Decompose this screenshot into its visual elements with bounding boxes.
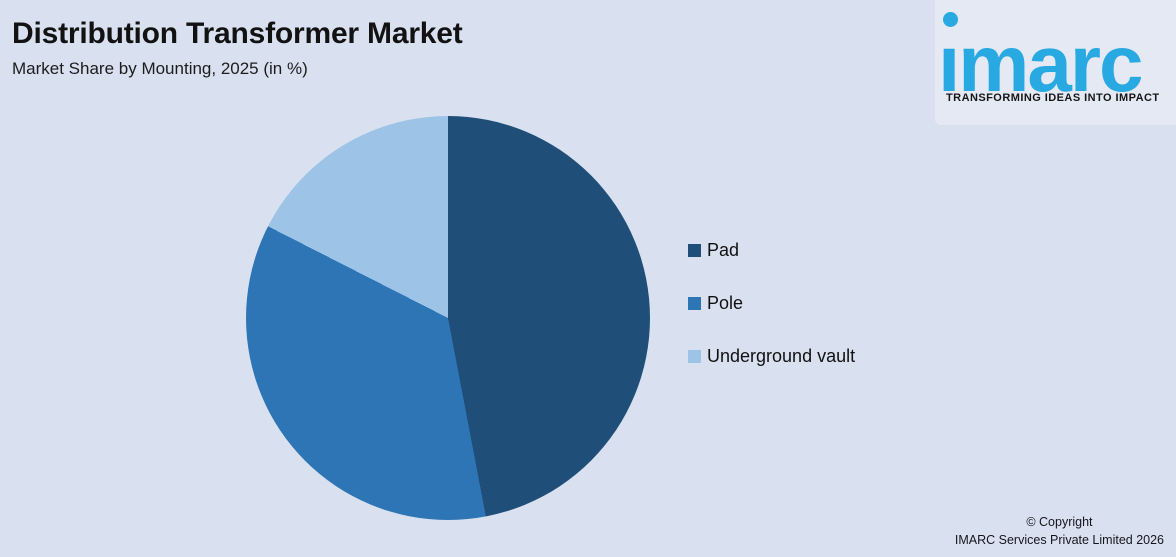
chart-legend: Pad Pole Underground vault: [688, 239, 855, 398]
legend-item-underground-vault: Underground vault: [688, 345, 855, 367]
imarc-logo-wordmark: ımarc: [938, 19, 1143, 108]
imarc-logo-tagline: TRANSFORMING IDEAS INTO IMPACT: [946, 92, 1160, 104]
imarc-logo-dot-icon: [943, 12, 958, 27]
legend-item-pole: Pole: [688, 292, 855, 314]
legend-label-pad: Pad: [707, 239, 740, 260]
header: Distribution Transformer Market Market S…: [12, 16, 463, 79]
copyright-line2: IMARC Services Private Limited 2026: [954, 532, 1164, 547]
legend-item-pad: Pad: [688, 239, 855, 261]
copyright-notice: © Copyright IMARC Services Private Limit…: [955, 514, 1164, 549]
legend-swatch-underground-vault: [688, 349, 701, 363]
page-subtitle: Market Share by Mounting, 2025 (in %): [12, 59, 308, 78]
legend-swatch-pad: [688, 243, 701, 257]
legend-swatch-pole: [688, 296, 701, 310]
imarc-logo: ımarc TRANSFORMING IDEAS INTO IMPACT: [935, 0, 1176, 125]
copyright-line1: © Copyright: [1026, 515, 1093, 529]
pie-chart: [246, 116, 650, 520]
legend-label-pole: Pole: [707, 292, 744, 313]
legend-label-underground-vault: Underground vault: [707, 345, 856, 366]
page-title: Distribution Transformer Market: [12, 17, 463, 50]
